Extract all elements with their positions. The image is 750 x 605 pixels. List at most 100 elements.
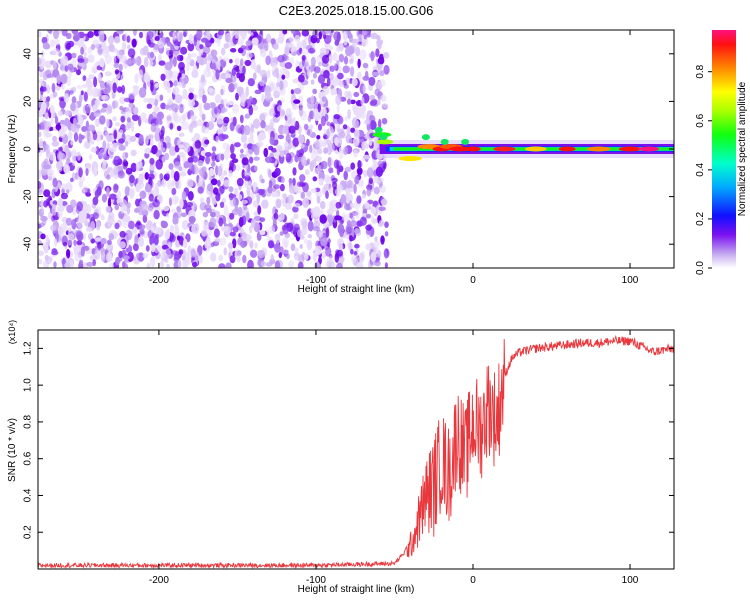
heatmap-cell: [209, 168, 215, 177]
heatmap-cell: [271, 147, 277, 153]
heatmap-cell: [373, 240, 380, 249]
heatmap-cell: [113, 62, 119, 69]
heatmap-cell: [354, 120, 360, 128]
snr-frame: [37, 329, 675, 570]
heatmap-cell: [202, 94, 207, 104]
heatmap-cell: [169, 146, 177, 157]
heatmap-cell: [229, 121, 235, 132]
heatmap-cell: [124, 186, 131, 197]
heatmap-cell: [43, 243, 49, 254]
heatmap-cell: [220, 98, 228, 105]
heatmap-cell: [42, 70, 48, 81]
y-tick-label: 0.8: [23, 415, 34, 429]
heatmap-cell: [190, 247, 196, 258]
heatmap-cell: [350, 99, 356, 105]
heatmap-cell: [61, 55, 69, 65]
heatmap-cell: [257, 134, 263, 142]
heatmap-cell: [166, 228, 171, 240]
heatmap-cell: [145, 245, 150, 252]
heatmap-cell: [55, 124, 62, 131]
heatmap-cell: [243, 170, 251, 177]
heatmap-cell: [310, 110, 314, 119]
heatmap-cell: [223, 247, 228, 256]
heatmap-cell: [159, 173, 163, 179]
heatmap-cell: [354, 243, 360, 249]
heatmap-cell: [203, 67, 211, 78]
heatmap-cell: [252, 182, 258, 188]
heatmap-cell: [51, 248, 58, 253]
heatmap-cell: [356, 195, 362, 204]
heatmap-cell: [330, 88, 337, 96]
heatmap-cell: [312, 176, 318, 182]
heatmap-cell: [277, 55, 285, 63]
heatmap-cell: [369, 120, 377, 131]
heatmap-cell: [191, 224, 197, 234]
heatmap-cell: [228, 193, 237, 199]
heatmap-cell: [277, 134, 284, 140]
heatmap-cell: [113, 129, 118, 140]
heatmap-cell: [44, 60, 52, 69]
heatmap-cell: [170, 44, 175, 52]
heatmap-cell: [333, 114, 341, 120]
heatmap-cell: [80, 90, 84, 96]
heatmap-cell: [141, 203, 149, 211]
heatmap-cell: [130, 162, 137, 173]
heatmap-cell: [53, 261, 57, 268]
heatmap-cell: [350, 127, 356, 133]
heatmap-cell: [38, 169, 42, 180]
heatmap-cell: [60, 83, 65, 90]
heatmap-cell: [38, 180, 42, 190]
heatmap-cell: [248, 96, 253, 103]
heatmap-cell: [188, 34, 194, 45]
heatmap-cell: [235, 164, 241, 171]
heatmap-cell: [258, 141, 264, 147]
heatmap-cell: [377, 57, 385, 65]
heatmap-cell: [331, 262, 336, 268]
heatmap-cell: [121, 41, 127, 51]
heatmap-cell: [379, 70, 385, 77]
heatmap-cell: [99, 115, 106, 125]
heatmap-cell: [93, 76, 98, 88]
heatmap-cell: [105, 205, 112, 213]
heatmap-cell: [38, 112, 43, 117]
heatmap-cell: [148, 97, 155, 104]
heatmap-cell: [270, 254, 274, 262]
heatmap-cell: [283, 240, 288, 248]
heatmap-cell: [276, 82, 280, 88]
heatmap-cell: [353, 91, 360, 98]
heatmap-cell: [121, 217, 129, 229]
heatmap-cell: [223, 43, 230, 49]
heatmap-cell: [327, 208, 334, 215]
heatmap-cell: [323, 69, 330, 79]
heatmap-cell: [150, 149, 158, 154]
heatmap-cell: [140, 112, 147, 122]
heatmap-cell: [290, 243, 296, 252]
heatmap-cell: [49, 151, 56, 161]
heatmap-cell: [381, 117, 388, 125]
heatmap-cell: [54, 39, 60, 46]
heatmap-cell: [586, 146, 611, 152]
heatmap-cell: [192, 261, 198, 268]
heatmap-cell: [67, 63, 74, 71]
heatmap-cell: [51, 82, 56, 93]
heatmap-cell: [127, 220, 135, 230]
heatmap-cell: [326, 257, 334, 263]
heatmap-cell: [57, 151, 64, 161]
heatmap-cell: [71, 96, 77, 104]
heatmap-cell: [290, 30, 298, 35]
heatmap-cell: [320, 160, 328, 170]
heatmap-cell: [352, 149, 359, 158]
heatmap-cell: [218, 263, 226, 268]
heatmap-cell: [216, 38, 221, 47]
heatmap-cell: [260, 178, 265, 184]
heatmap-cell: [356, 261, 364, 268]
x-tick-label: -200: [149, 275, 169, 286]
x-tick-label: -100: [306, 575, 326, 586]
heatmap-cell: [92, 68, 97, 74]
heatmap-cell: [75, 230, 82, 235]
heatmap-cell: [107, 220, 112, 228]
heatmap-cell: [112, 116, 117, 122]
heatmap-cell: [317, 74, 326, 84]
heatmap-cell: [78, 133, 83, 144]
heatmap-cell: [307, 68, 311, 77]
